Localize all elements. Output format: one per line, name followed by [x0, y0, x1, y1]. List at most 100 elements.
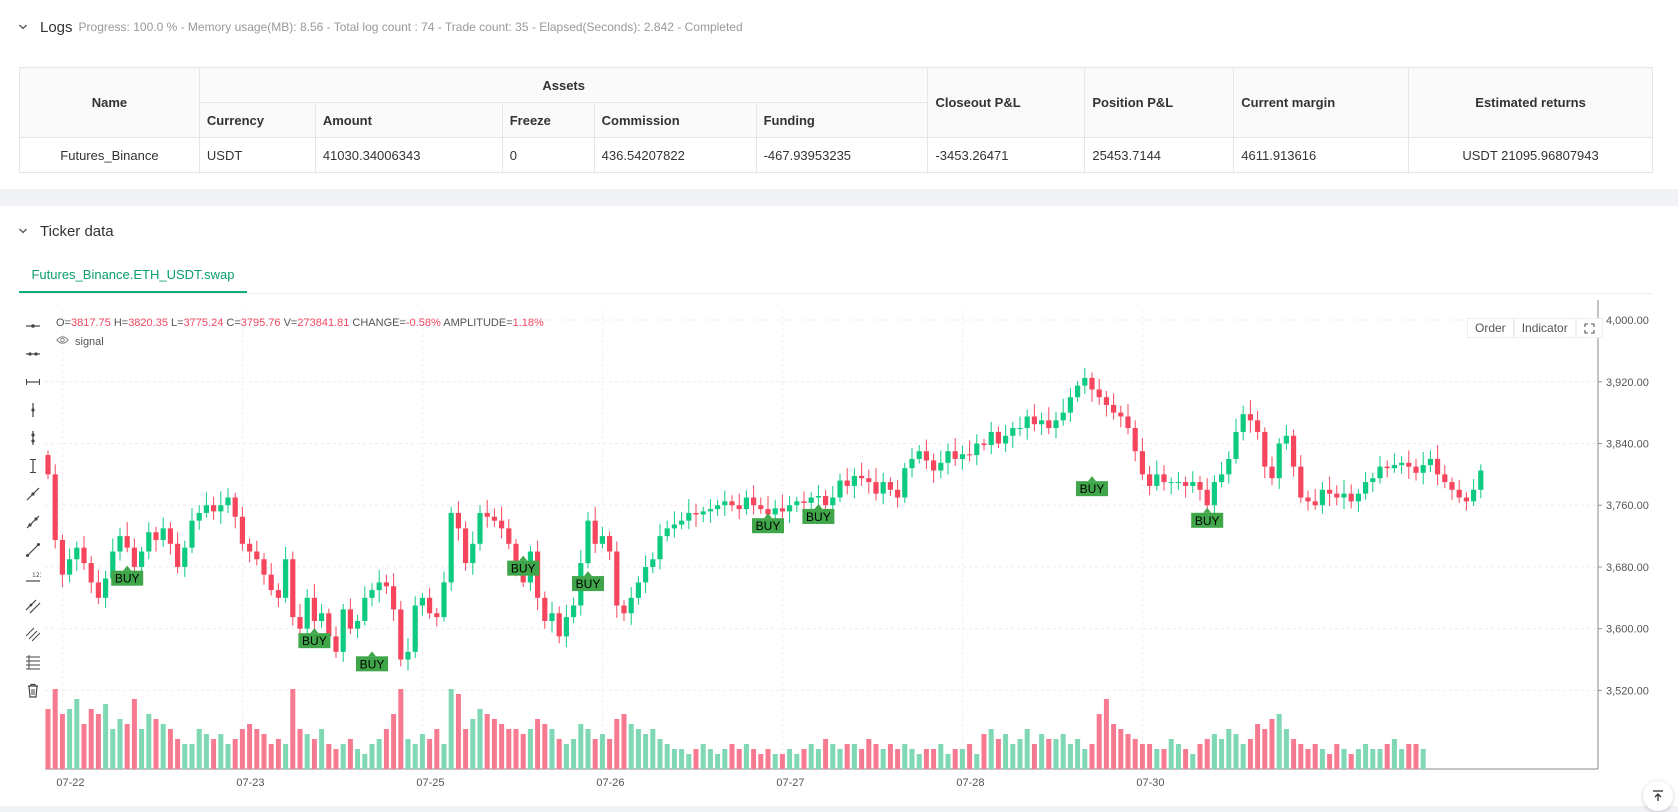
horizontal-segment-icon[interactable]	[22, 368, 44, 396]
candle	[1319, 489, 1325, 506]
volume-bar	[880, 749, 886, 769]
fullscreen-button[interactable]	[1575, 318, 1603, 338]
candle	[218, 505, 224, 512]
candle	[988, 431, 994, 446]
candle	[1175, 482, 1181, 484]
ticker-header[interactable]: Ticker data	[18, 220, 120, 242]
candle	[1075, 385, 1081, 398]
trend-line-icon[interactable]	[22, 480, 44, 508]
candle	[340, 609, 346, 652]
fib-retracement-icon[interactable]	[22, 648, 44, 676]
volume-bar	[1003, 734, 1009, 769]
buy-marker	[507, 560, 540, 576]
candle	[787, 505, 793, 512]
fibonacci-lines-icon[interactable]	[22, 620, 44, 648]
volume-bar	[1247, 739, 1253, 769]
candle	[254, 551, 260, 560]
volume-bar	[1406, 744, 1412, 769]
vertical-line-icon[interactable]	[22, 396, 44, 424]
eye-icon[interactable]	[56, 335, 69, 348]
volume-bar	[614, 719, 620, 769]
volume-bar	[563, 744, 569, 769]
volume-bar	[95, 714, 101, 769]
volume-bar	[405, 739, 411, 769]
ray-line-icon[interactable]	[22, 508, 44, 536]
volume-bar	[736, 749, 742, 769]
trash-icon[interactable]	[22, 676, 44, 704]
candle	[275, 590, 281, 598]
candle	[556, 613, 562, 637]
candle	[794, 501, 800, 506]
candle	[1262, 431, 1268, 467]
order-button[interactable]: Order	[1467, 318, 1514, 338]
volume-bar	[1298, 744, 1304, 769]
horizontal-ray-icon[interactable]	[22, 312, 44, 340]
volume-bar	[59, 714, 65, 769]
parallel-channel-icon[interactable]	[22, 592, 44, 620]
candle	[592, 520, 598, 544]
volume-bar	[232, 739, 238, 769]
volume-bar	[283, 744, 289, 769]
volume-bar	[103, 704, 109, 769]
candle	[297, 617, 303, 629]
vertical-segment-icon[interactable]	[22, 452, 44, 480]
candle	[974, 443, 980, 456]
logs-header[interactable]: Logs Progress: 100.0 % - Memory usage(MB…	[18, 16, 743, 38]
volume-bar	[902, 744, 908, 769]
volume-bar	[290, 689, 296, 769]
volume-bar	[470, 719, 476, 769]
candle	[1125, 416, 1131, 429]
horizontal-line-icon[interactable]	[22, 340, 44, 368]
signal-legend[interactable]: signal	[56, 335, 104, 348]
volume-bar	[441, 744, 447, 769]
price-line-icon[interactable]: 123	[22, 564, 44, 592]
volume-bar	[1053, 739, 1059, 769]
scroll-to-top-button[interactable]	[1643, 781, 1673, 811]
segment-line-icon[interactable]	[22, 536, 44, 564]
candle	[477, 512, 483, 544]
volume-bar	[131, 699, 137, 769]
tab-eth-usdt-swap[interactable]: Futures_Binance.ETH_USDT.swap	[19, 257, 247, 293]
vertical-ray-icon[interactable]	[22, 424, 44, 452]
volume-bar	[643, 734, 649, 769]
volume-bar	[419, 734, 425, 769]
candle	[931, 460, 937, 471]
candle	[700, 511, 706, 515]
change-label: CHANGE=	[352, 317, 406, 329]
candle	[664, 528, 670, 537]
col-amount: Amount	[314, 102, 503, 138]
buy-marker-label: BUY	[115, 572, 140, 586]
volume-bar	[1262, 729, 1268, 769]
candle	[1255, 420, 1261, 432]
volume-bar	[909, 749, 915, 769]
candle	[657, 536, 663, 560]
candle	[1226, 458, 1232, 475]
volume-bar	[823, 739, 829, 769]
chevron-down-icon[interactable]	[18, 22, 28, 32]
volume-bar	[1161, 749, 1167, 769]
cell-freeze: 0	[501, 137, 595, 173]
volume-bar	[945, 754, 951, 769]
volume-bar	[1283, 729, 1289, 769]
candle	[952, 451, 958, 459]
buy-marker-arrow	[123, 565, 132, 571]
cell-margin: 4611.913616	[1233, 137, 1410, 173]
cell-position: 25453.7144	[1084, 137, 1235, 173]
candle	[607, 536, 613, 552]
candle	[67, 559, 73, 575]
candle	[628, 597, 634, 614]
candle	[1276, 443, 1282, 479]
candle	[945, 451, 951, 463]
volume-bar	[981, 734, 987, 769]
x-tick-label: 07-23	[236, 777, 264, 789]
candle	[1060, 412, 1066, 421]
indicator-button[interactable]: Indicator	[1513, 318, 1576, 338]
volume-bar	[1089, 744, 1095, 769]
volume-bar	[1075, 739, 1081, 769]
candle	[95, 582, 101, 598]
volume-bar	[772, 754, 778, 769]
chevron-down-icon[interactable]	[18, 226, 28, 236]
y-tick-label: 3,600.00	[1606, 624, 1649, 636]
candle	[470, 543, 476, 564]
